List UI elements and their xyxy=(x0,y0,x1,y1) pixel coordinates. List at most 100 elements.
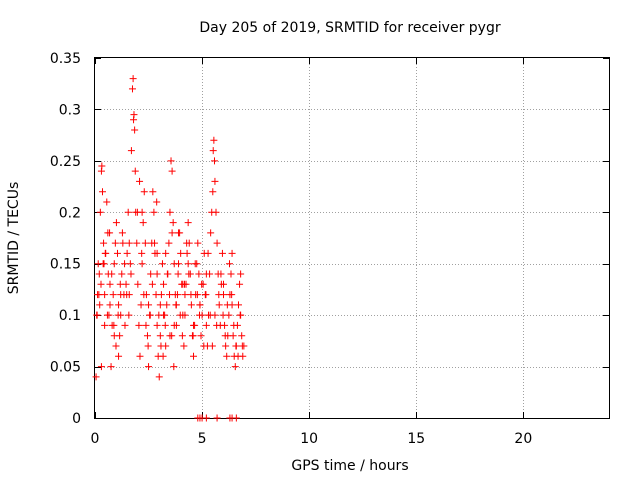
data-point xyxy=(232,414,240,422)
x-tick-label: 5 xyxy=(198,431,207,447)
data-point xyxy=(230,321,238,329)
x-tick-label: 20 xyxy=(514,431,532,447)
x-tick-label: 15 xyxy=(407,431,425,447)
data-point xyxy=(110,332,118,340)
y-tick-label: 0.05 xyxy=(50,360,81,376)
data-point xyxy=(110,321,118,329)
data-point xyxy=(124,208,132,216)
data-point xyxy=(147,270,155,278)
data-point xyxy=(208,342,216,350)
data-point xyxy=(96,208,104,216)
data-point xyxy=(183,239,191,247)
y-axis-title: SRMTID / TECUs xyxy=(6,182,22,295)
data-point xyxy=(234,352,242,360)
data-point xyxy=(101,249,109,257)
data-point xyxy=(211,177,219,185)
data-point xyxy=(218,249,226,257)
data-point xyxy=(160,280,168,288)
data-point xyxy=(159,352,167,360)
data-point xyxy=(209,147,217,155)
data-point xyxy=(194,239,202,247)
data-point xyxy=(236,280,244,288)
data-point xyxy=(231,363,239,371)
data-point xyxy=(145,301,153,309)
data-point xyxy=(130,111,138,119)
data-point xyxy=(148,280,156,288)
data-point xyxy=(176,311,184,319)
data-point xyxy=(101,321,109,329)
data-point xyxy=(103,311,111,319)
data-points xyxy=(92,75,248,422)
data-point xyxy=(236,311,244,319)
data-point xyxy=(215,301,223,309)
data-point xyxy=(112,219,120,227)
data-point xyxy=(113,249,121,257)
y-tick-label: 0.35 xyxy=(50,51,81,67)
data-point xyxy=(170,363,178,371)
data-point xyxy=(146,311,154,319)
data-point xyxy=(153,321,161,329)
x-tick-label: 10 xyxy=(300,431,318,447)
data-point xyxy=(151,239,159,247)
data-point xyxy=(149,188,157,196)
data-point xyxy=(118,270,126,278)
data-point xyxy=(220,280,227,288)
data-point xyxy=(237,270,245,278)
grid-lines xyxy=(95,58,609,418)
data-point xyxy=(163,270,171,278)
data-point xyxy=(114,311,122,319)
data-point xyxy=(198,280,206,288)
data-point xyxy=(103,198,111,206)
data-point xyxy=(140,188,148,196)
data-point xyxy=(116,280,124,288)
data-point xyxy=(162,249,170,257)
data-point xyxy=(134,280,142,288)
data-point xyxy=(144,342,152,350)
data-point xyxy=(160,311,168,319)
chart-title: Day 205 of 2019, SRMTID for receiver pyg… xyxy=(199,20,500,36)
data-point xyxy=(168,167,176,175)
data-point xyxy=(178,332,186,340)
data-point xyxy=(153,198,161,206)
data-point xyxy=(150,208,158,216)
data-point xyxy=(173,291,181,299)
data-point xyxy=(138,249,146,257)
data-point xyxy=(202,414,210,422)
data-point xyxy=(118,229,126,237)
data-point xyxy=(175,260,183,268)
data-point xyxy=(202,321,210,329)
data-point xyxy=(153,249,161,257)
data-point xyxy=(157,291,165,299)
data-point xyxy=(143,332,151,340)
data-point xyxy=(193,291,201,299)
data-point xyxy=(156,301,164,309)
data-point xyxy=(161,321,169,329)
data-point xyxy=(155,373,163,381)
data-point xyxy=(119,239,127,247)
data-point xyxy=(115,301,123,309)
data-point xyxy=(131,126,139,134)
data-point xyxy=(180,342,188,350)
data-point xyxy=(202,291,210,299)
data-point xyxy=(125,311,133,319)
data-point xyxy=(106,280,114,288)
data-point xyxy=(168,229,176,237)
y-tick-label: 0.3 xyxy=(59,102,81,118)
data-point xyxy=(222,342,230,350)
data-point xyxy=(196,311,204,319)
data-point xyxy=(219,311,227,319)
data-point xyxy=(229,332,237,340)
data-point xyxy=(217,270,225,278)
data-point xyxy=(184,260,192,268)
data-point xyxy=(177,249,185,257)
data-point xyxy=(163,301,171,309)
data-point xyxy=(97,280,105,288)
data-point xyxy=(100,239,108,247)
data-point xyxy=(232,342,240,350)
data-point xyxy=(137,301,145,309)
data-point xyxy=(98,188,106,196)
data-point xyxy=(138,208,146,216)
data-point xyxy=(92,373,100,381)
y-tick-label: 0.1 xyxy=(59,308,81,324)
y-tick-label: 0.15 xyxy=(50,257,81,273)
